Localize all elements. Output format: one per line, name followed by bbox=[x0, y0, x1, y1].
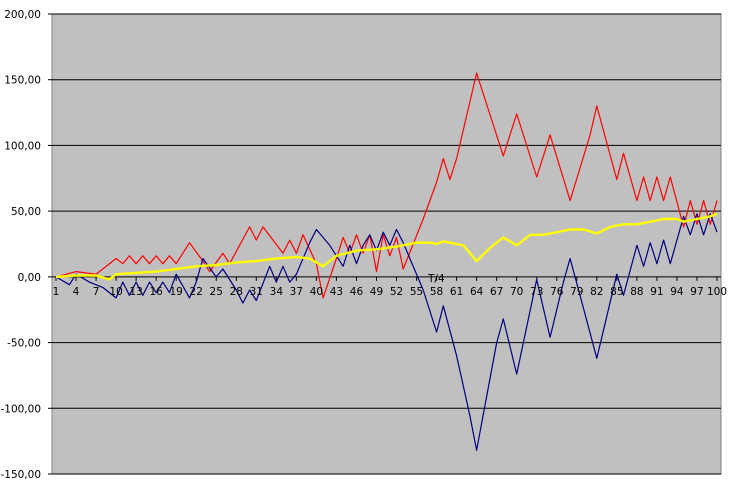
x-tick-label: 52 bbox=[390, 286, 403, 298]
x-tick-label: 4 bbox=[73, 286, 80, 298]
x-tick-label: 73 bbox=[530, 286, 543, 298]
annotation-t4: T/4 bbox=[427, 273, 445, 285]
x-tick-label: 91 bbox=[650, 286, 663, 298]
gridlines bbox=[52, 13, 721, 475]
x-tick-label: 13 bbox=[129, 286, 142, 298]
x-tick-label: 100 bbox=[707, 286, 727, 298]
y-tick-label: -150,00 bbox=[0, 469, 41, 481]
series-line-3 bbox=[55, 212, 718, 281]
tick-labels: 200,00 150,00 100,00 50,00 0,00 -50,00 -100,00… bbox=[0, 9, 727, 481]
y-tick-label: 0,00 bbox=[18, 272, 41, 284]
x-tick-label: 61 bbox=[450, 286, 463, 298]
series-lines bbox=[55, 72, 718, 451]
x-tick-label: 10 bbox=[109, 286, 122, 298]
series-line-2 bbox=[55, 213, 718, 451]
x-tick-label: 85 bbox=[610, 286, 623, 298]
x-tick-label: 19 bbox=[169, 286, 182, 298]
x-tick-label: 79 bbox=[570, 286, 583, 298]
x-tick-label: 94 bbox=[670, 286, 684, 298]
x-tick-label: 88 bbox=[630, 286, 643, 298]
x-tick-label: 40 bbox=[310, 286, 323, 298]
y-tick-label: 150,00 bbox=[4, 75, 41, 87]
x-tick-label: 22 bbox=[190, 286, 203, 298]
x-tick-label: 55 bbox=[410, 286, 423, 298]
x-tick-label: 67 bbox=[490, 286, 503, 298]
x-tick-label: 46 bbox=[350, 286, 364, 298]
x-tick-label: 49 bbox=[370, 286, 383, 298]
x-tick-label: 7 bbox=[93, 286, 100, 298]
x-tick-label: 43 bbox=[330, 286, 343, 298]
x-tick-label: 31 bbox=[250, 286, 263, 298]
x-tick-label: 76 bbox=[550, 286, 564, 298]
y-tick-label: -50,00 bbox=[7, 338, 41, 350]
x-tick-label: 82 bbox=[590, 286, 603, 298]
y-tick-label: -100,00 bbox=[0, 403, 41, 415]
axes bbox=[48, 13, 721, 475]
x-tick-label: 1 bbox=[53, 286, 60, 298]
x-tick-label: 58 bbox=[430, 286, 443, 298]
x-tick-label: 97 bbox=[690, 286, 703, 298]
x-tick-label: 28 bbox=[230, 286, 243, 298]
x-tick-label: 25 bbox=[210, 286, 223, 298]
y-tick-label: 200,00 bbox=[4, 9, 41, 21]
x-tick-label: 34 bbox=[270, 286, 284, 298]
x-tick-label: 37 bbox=[290, 286, 303, 298]
y-tick-label: 50,00 bbox=[11, 206, 41, 218]
y-tick-label: 100,00 bbox=[4, 140, 41, 152]
x-tick-label: 64 bbox=[470, 286, 484, 298]
x-tick-label: 16 bbox=[149, 286, 163, 298]
x-tick-label: 70 bbox=[510, 286, 523, 298]
